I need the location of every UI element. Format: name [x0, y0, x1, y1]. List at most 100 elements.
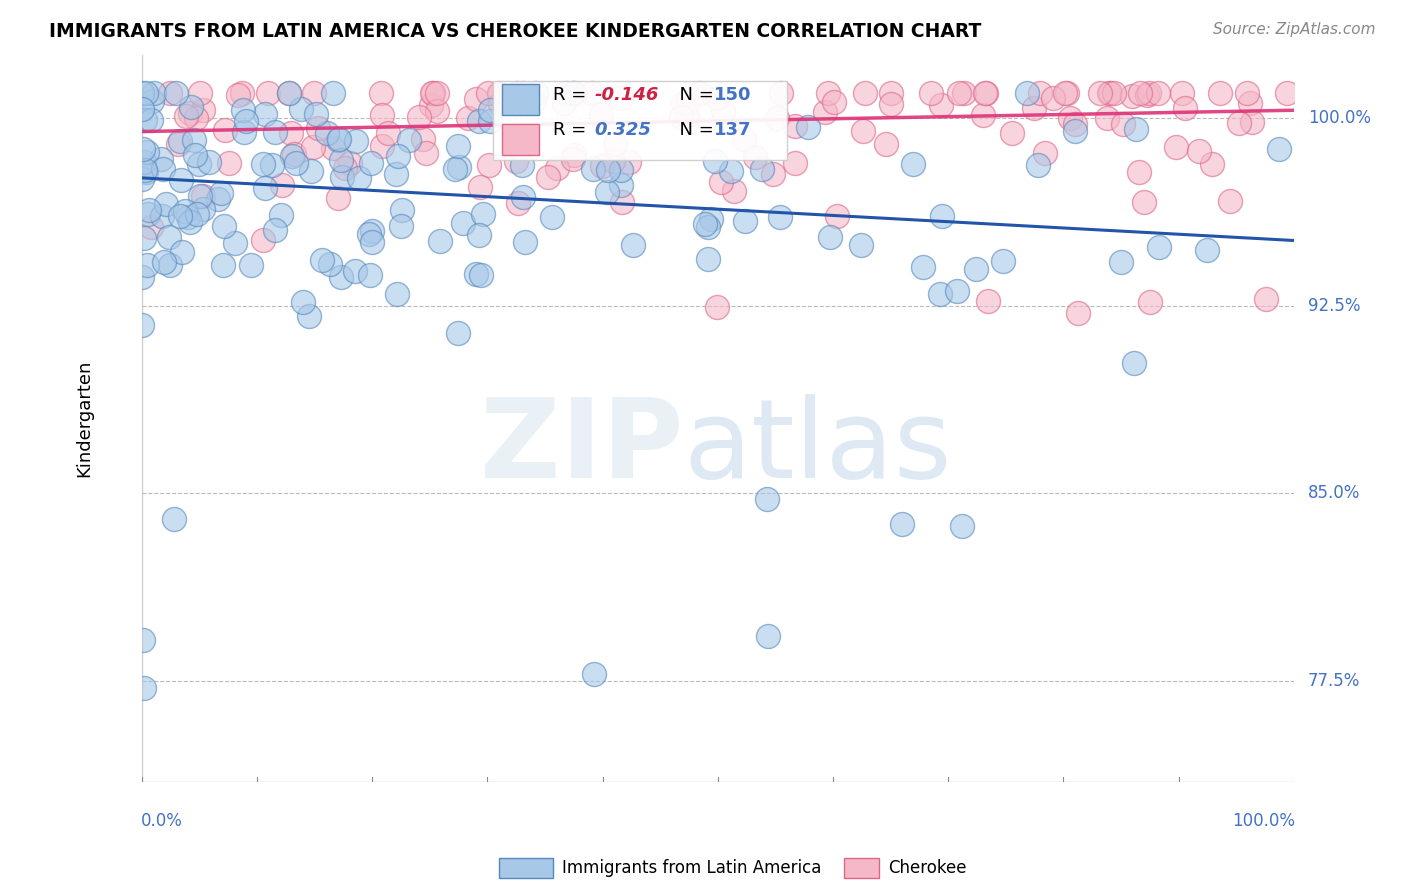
Point [316, 126, 339, 140]
Point [823, 95, 845, 109]
Point [457, 111, 479, 125]
Point [814, 104, 837, 119]
Point [676, 109, 699, 123]
Point [163, 512, 186, 526]
Point [344, 264, 367, 278]
Point [264, 125, 287, 139]
Point [330, 269, 353, 284]
Point [689, 86, 711, 100]
Point [335, 161, 357, 175]
Text: ZIP: ZIP [479, 394, 683, 501]
Point [344, 134, 367, 148]
Point [1164, 140, 1187, 154]
Point [131, 171, 153, 186]
Point [304, 86, 326, 100]
Point [1056, 86, 1078, 100]
Point [465, 267, 488, 281]
Point [134, 681, 156, 695]
Point [524, 86, 547, 100]
Point [360, 224, 382, 238]
Point [183, 148, 205, 162]
Text: 100.0%: 100.0% [1308, 109, 1371, 127]
Point [385, 287, 408, 301]
Point [1195, 243, 1218, 257]
Text: 0.325: 0.325 [595, 120, 651, 138]
Point [415, 145, 437, 160]
Point [675, 95, 697, 110]
Point [890, 516, 912, 531]
Point [188, 189, 211, 203]
Point [134, 231, 156, 245]
Point [451, 216, 474, 230]
Point [711, 104, 734, 119]
Point [1227, 115, 1250, 129]
Point [252, 157, 274, 171]
Point [468, 227, 491, 242]
Point [329, 153, 352, 168]
Point [596, 163, 619, 178]
Point [283, 147, 305, 161]
Point [357, 227, 380, 241]
Point [150, 152, 173, 166]
Point [142, 86, 165, 100]
Text: 150: 150 [714, 87, 752, 104]
Point [339, 156, 361, 170]
Point [706, 90, 728, 104]
Text: 100.0%: 100.0% [1232, 812, 1295, 830]
Point [1239, 96, 1261, 111]
Point [1122, 356, 1144, 370]
Point [1277, 86, 1299, 100]
Point [447, 326, 470, 341]
Point [180, 100, 202, 114]
Point [218, 155, 240, 169]
Point [426, 86, 449, 100]
Point [785, 119, 807, 133]
Point [464, 92, 486, 106]
Point [371, 139, 394, 153]
Point [1209, 86, 1232, 100]
Point [470, 268, 492, 282]
Point [170, 173, 193, 187]
Point [135, 165, 157, 179]
Text: 0.0%: 0.0% [141, 812, 183, 830]
Point [131, 102, 153, 116]
Point [1017, 86, 1039, 100]
Text: atlas: atlas [683, 394, 952, 501]
Point [610, 91, 633, 105]
Point [1059, 111, 1081, 125]
Point [920, 86, 942, 100]
Point [561, 152, 583, 166]
Point [733, 132, 755, 146]
Point [1102, 86, 1125, 100]
Point [1139, 295, 1161, 310]
Point [193, 103, 215, 118]
Point [477, 158, 499, 172]
Point [270, 208, 292, 222]
Point [1201, 157, 1223, 171]
Point [700, 212, 723, 227]
Point [734, 214, 756, 228]
Point [152, 255, 174, 269]
Point [209, 186, 232, 201]
Point [1098, 86, 1121, 100]
Point [479, 103, 502, 117]
Point [1035, 145, 1057, 160]
Point [254, 107, 277, 121]
Point [169, 134, 191, 148]
Point [591, 159, 613, 173]
Point [1147, 86, 1170, 100]
Point [135, 86, 157, 100]
Point [1097, 111, 1119, 125]
Text: IMMIGRANTS FROM LATIN AMERICA VS CHEROKEE KINDERGARTEN CORRELATION CHART: IMMIGRANTS FROM LATIN AMERICA VS CHEROKE… [49, 22, 981, 41]
Point [820, 230, 842, 244]
Point [1236, 86, 1258, 100]
Point [420, 86, 443, 100]
Point [825, 210, 848, 224]
Text: Source: ZipAtlas.com: Source: ZipAtlas.com [1212, 22, 1375, 37]
Point [136, 207, 159, 221]
Point [232, 103, 254, 118]
Point [235, 113, 257, 128]
Bar [502, 84, 540, 115]
Point [290, 102, 312, 116]
Point [360, 156, 382, 170]
